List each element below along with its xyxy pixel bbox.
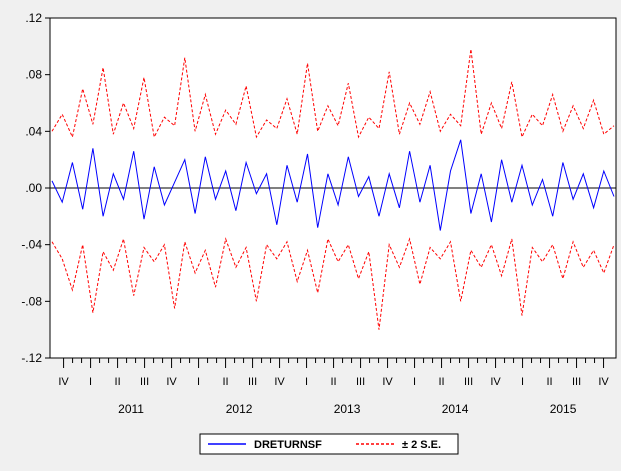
x-year-label: 2011	[118, 402, 144, 416]
series-line-dreturnsf	[51, 139, 615, 231]
x-quarter-label: III	[356, 376, 365, 388]
x-quarter-label: II	[223, 376, 229, 388]
x-quarter-label: IV	[490, 376, 501, 388]
y-tick-label: .04	[25, 124, 42, 138]
x-quarter-label: I	[413, 376, 416, 388]
x-quarter-label: II	[115, 376, 121, 388]
series-line-upper-2se	[51, 49, 615, 139]
x-quarter-label: I	[305, 376, 308, 388]
x-quarter-label: II	[438, 376, 444, 388]
series-layer	[51, 49, 615, 330]
y-axis: .12 .08 .04 .00 -.04 -.08 -.12	[21, 11, 50, 365]
x-year-label: 2015	[550, 402, 577, 416]
series-line-lower-2se	[51, 237, 615, 330]
x-year-label: 2012	[226, 402, 253, 416]
x-year-label: 2014	[442, 402, 469, 416]
x-quarter-label: IV	[274, 376, 285, 388]
y-tick-label: -.04	[21, 238, 42, 252]
x-quarter-label: IV	[58, 376, 69, 388]
x-quarter-label: IV	[598, 376, 609, 388]
x-quarter-label: II	[331, 376, 337, 388]
y-tick-label: -.12	[21, 351, 42, 365]
legend: DRETURNSF ± 2 S.E.	[199, 433, 459, 455]
x-quarter-label: III	[140, 376, 149, 388]
x-axis: IV I II III IV I II III IV I II III IV I II III IV I II III…	[58, 358, 609, 416]
x-quarter-label: I	[521, 376, 524, 388]
x-quarter-label: III	[464, 376, 473, 388]
legend-solid-label: DRETURNSF	[254, 439, 322, 451]
legend-dashed-label: ± 2 S.E.	[402, 439, 441, 451]
y-tick-label: .12	[25, 11, 42, 25]
x-quarter-label: IV	[382, 376, 393, 388]
y-tick-label: .08	[25, 68, 42, 82]
x-quarter-label: I	[197, 376, 200, 388]
y-tick-label: .00	[25, 181, 42, 195]
x-quarter-label: III	[572, 376, 581, 388]
x-quarter-label: III	[248, 376, 257, 388]
x-quarter-label: IV	[166, 376, 177, 388]
x-year-label: 2013	[334, 402, 361, 416]
x-quarter-label: II	[546, 376, 552, 388]
x-quarter-label: I	[89, 376, 92, 388]
y-tick-label: -.08	[21, 294, 42, 308]
legend-box	[199, 433, 459, 455]
